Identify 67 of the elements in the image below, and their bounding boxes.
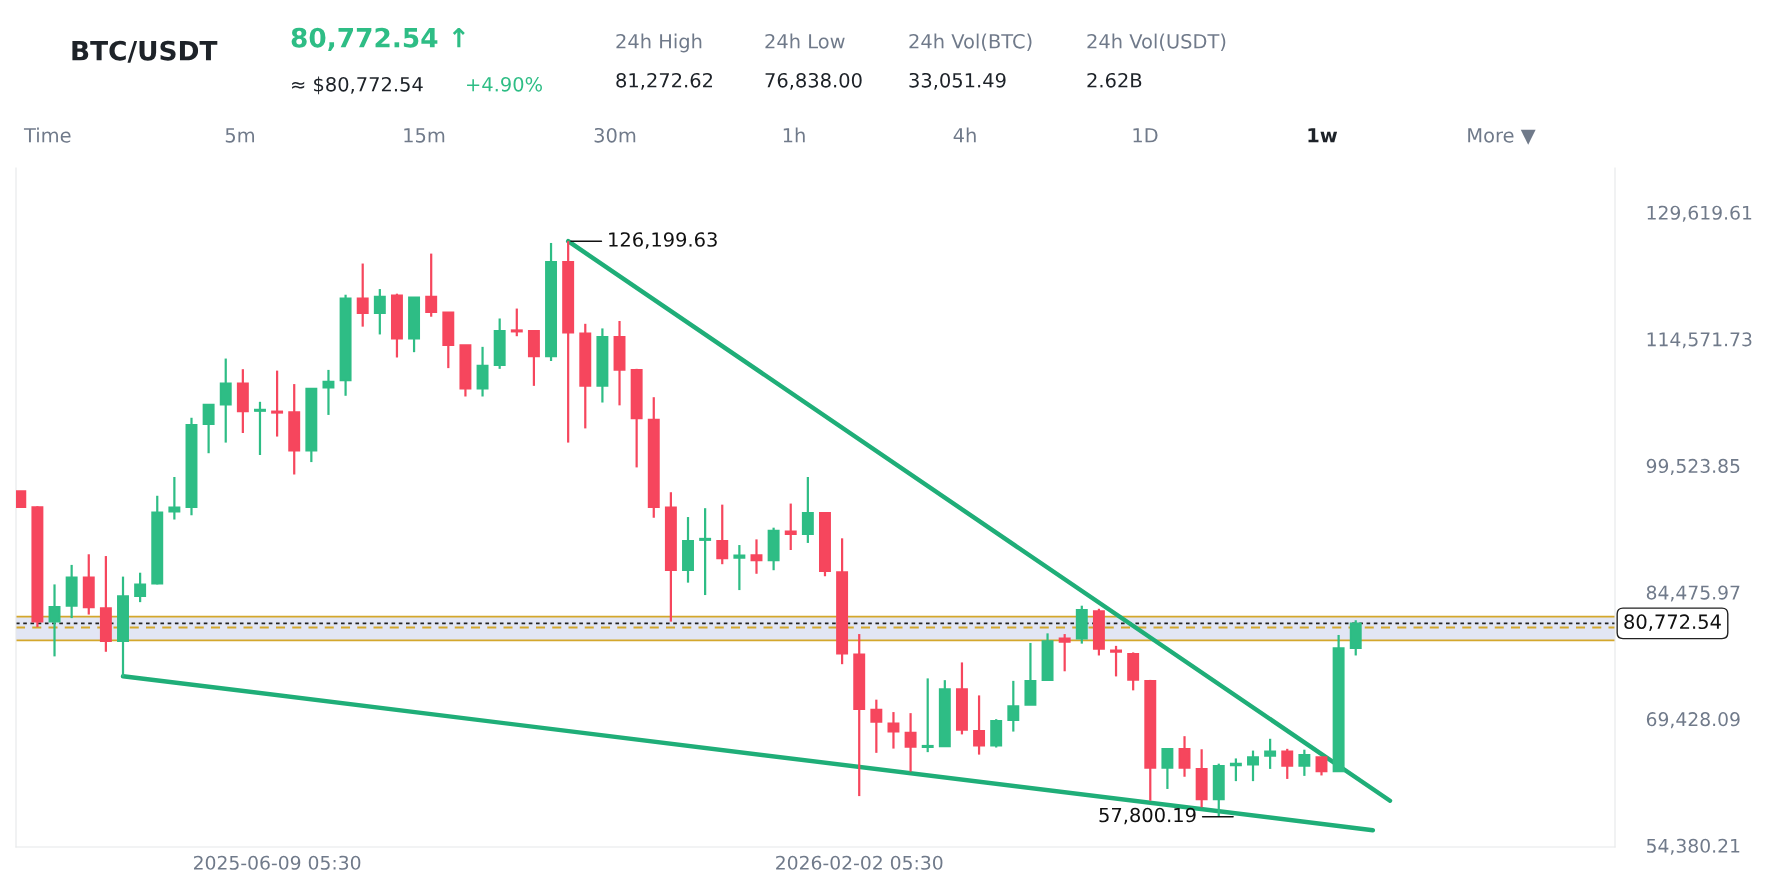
text: 76,838.00 bbox=[765, 72, 862, 90]
candlestick bbox=[1315, 756, 1328, 777]
candlestick bbox=[716, 503, 729, 566]
candlestick bbox=[1178, 735, 1191, 778]
candlestick bbox=[801, 475, 814, 545]
candlestick bbox=[904, 712, 917, 773]
text: 30m bbox=[594, 127, 636, 143]
text: 24h Vol(USDT) bbox=[1087, 33, 1226, 51]
candlestick bbox=[219, 357, 232, 444]
annotation: 57,800.19 bbox=[1099, 807, 1196, 825]
text: 15m bbox=[404, 128, 445, 143]
y-tick-label: 54,380.21 bbox=[1647, 838, 1740, 855]
annotation: 126,199.63 bbox=[609, 232, 717, 249]
candlestick bbox=[1007, 679, 1020, 733]
candlestick bbox=[373, 287, 386, 336]
text: 24h Vol(BTC) bbox=[909, 33, 1032, 51]
text: ≈ $80,772.54 bbox=[292, 76, 423, 95]
candlestick bbox=[750, 538, 763, 575]
text: Time bbox=[23, 127, 71, 143]
chart-title: BTC/USDT bbox=[72, 40, 218, 63]
candlestick bbox=[1298, 748, 1311, 777]
candlestick bbox=[1110, 644, 1123, 678]
y-tick-label: 99,523.85 bbox=[1646, 458, 1740, 475]
candlestick bbox=[921, 677, 934, 754]
text: 81,272.62 bbox=[616, 72, 713, 90]
candlestick bbox=[887, 710, 900, 750]
candlestick bbox=[271, 369, 284, 438]
text: 24h Low bbox=[765, 33, 845, 49]
candlestick bbox=[973, 694, 986, 756]
text: 1w bbox=[1308, 128, 1338, 143]
candlestick bbox=[870, 698, 883, 754]
candlestick bbox=[356, 262, 369, 328]
chart-subtitle: 80,772.54 ↑ bbox=[291, 27, 465, 52]
text: 5m bbox=[225, 128, 255, 143]
candlestick bbox=[1281, 747, 1294, 781]
candlestick bbox=[733, 543, 746, 592]
text: +4.90% bbox=[467, 76, 542, 92]
candlestick bbox=[699, 507, 712, 597]
x-tick-label: 2026-02-02 05:30 bbox=[776, 855, 943, 870]
candlestick bbox=[476, 345, 489, 398]
candlestick bbox=[1161, 747, 1174, 791]
text: 1D bbox=[1133, 128, 1158, 143]
candlestick bbox=[1058, 632, 1071, 673]
text: 2.62B bbox=[1087, 72, 1142, 88]
candlestick bbox=[48, 583, 61, 658]
candlestick bbox=[134, 571, 147, 604]
y-tick-label: 129,619.61 bbox=[1647, 205, 1752, 222]
text: 1h bbox=[783, 127, 805, 143]
candlestick bbox=[1264, 737, 1277, 771]
x-tick-label: 2025-06-09 05:30 bbox=[193, 855, 361, 870]
text: 33,051.49 bbox=[909, 72, 1006, 90]
y-tick-label: 114,571.73 bbox=[1647, 332, 1752, 349]
candlestick bbox=[784, 502, 797, 552]
candlestick bbox=[425, 252, 438, 318]
candlestick bbox=[510, 307, 523, 338]
candlestick bbox=[168, 475, 181, 521]
candlestick bbox=[1247, 749, 1259, 783]
candlestick bbox=[202, 403, 215, 455]
candlestick bbox=[322, 368, 335, 417]
text: More ▼ bbox=[1468, 128, 1536, 145]
y-tick-label: 69,428.09 bbox=[1646, 712, 1740, 729]
candlestick bbox=[254, 400, 266, 457]
text: 24h High bbox=[616, 33, 702, 53]
candlestick bbox=[1229, 757, 1242, 783]
text: 4h bbox=[953, 127, 976, 143]
ref-line-label: 80,772.54 bbox=[1624, 614, 1721, 632]
y-tick-label: 84,475.97 bbox=[1646, 585, 1740, 602]
